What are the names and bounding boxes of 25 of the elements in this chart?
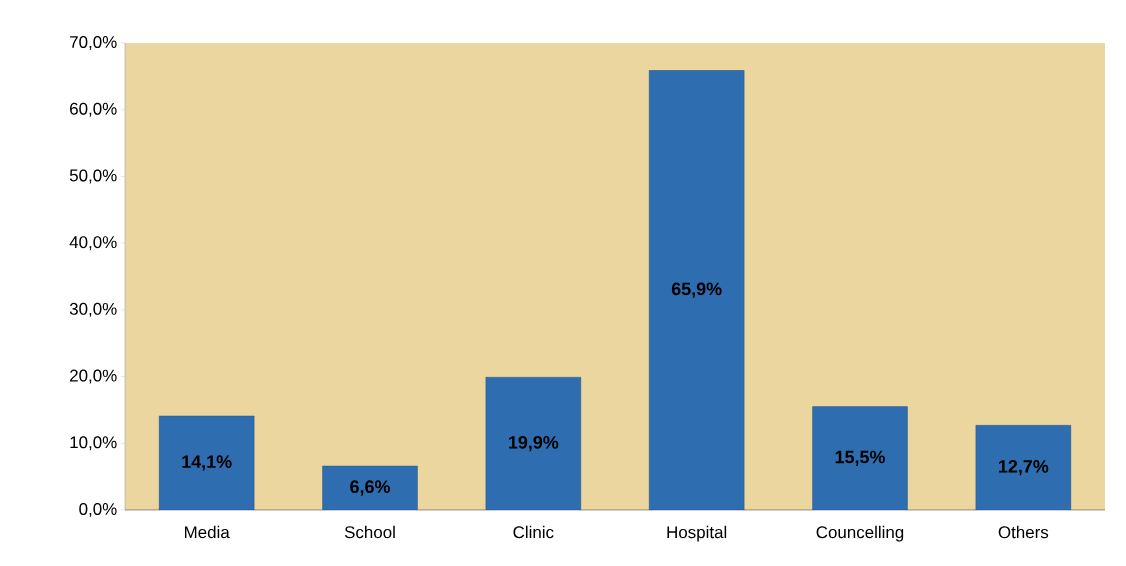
bar (648, 70, 745, 510)
y-tick-label: 40,0% (69, 236, 117, 251)
x-tick-label: Media (184, 525, 230, 539)
x-tick-label: Clinic (513, 525, 554, 539)
data-label: 65,9% (671, 282, 722, 298)
y-tick-label: 0,0% (79, 503, 117, 517)
x-tick-label: School (344, 525, 395, 539)
bar (975, 425, 1072, 510)
data-label: 15,5% (835, 450, 885, 466)
bar (158, 415, 255, 510)
y-tick-label: 30,0% (69, 302, 117, 317)
y-tick-label: 70,0% (70, 36, 117, 50)
y-tick-label: 20,0% (70, 369, 117, 384)
data-label: 12,7% (999, 459, 1049, 476)
y-tick-label: 50,0% (69, 169, 117, 184)
x-tick-label: Others (998, 525, 1049, 539)
data-label: 19,9% (509, 435, 559, 452)
x-tick-label: Councelling (816, 525, 904, 542)
data-label: 6,6% (350, 480, 390, 496)
data-label: 14,1% (182, 455, 232, 471)
bar (812, 406, 908, 510)
x-tick-label: Hospital (667, 525, 727, 542)
bar (485, 377, 582, 510)
y-tick-label: 10,0% (70, 436, 117, 451)
y-tick-label: 60,0% (70, 102, 117, 117)
